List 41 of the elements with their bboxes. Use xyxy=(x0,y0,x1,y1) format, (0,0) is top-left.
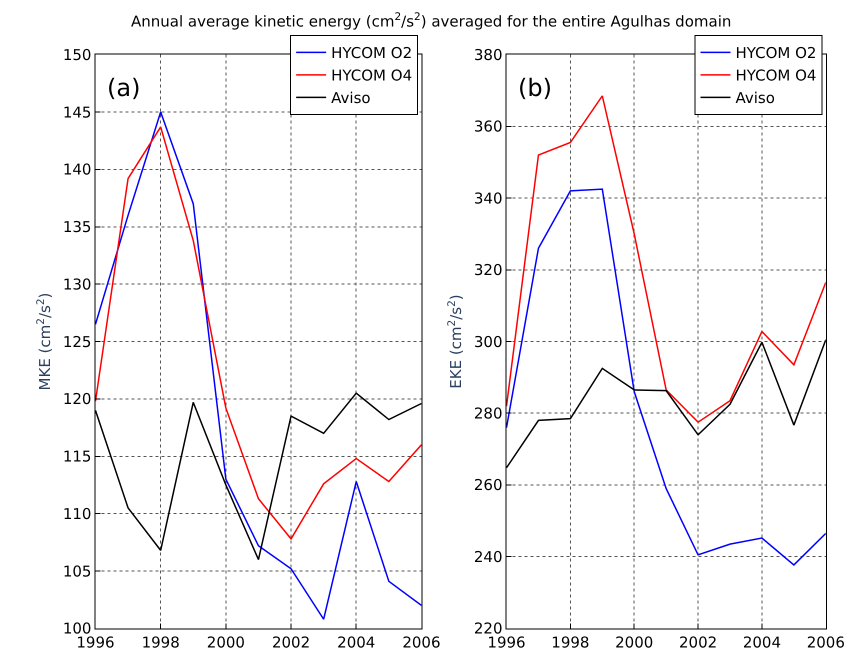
y-tick-label: 120 xyxy=(62,390,92,408)
annotation: (b) xyxy=(518,74,552,102)
y-tick-label: 140 xyxy=(62,160,92,179)
annotation: (a) xyxy=(107,74,140,102)
legend-label: HYCOM O4 xyxy=(735,66,816,85)
y-tick-label: 130 xyxy=(62,275,92,294)
legend-label: Aviso xyxy=(735,89,775,108)
legend-label: HYCOM O4 xyxy=(331,66,412,85)
y-tick-label: 115 xyxy=(62,448,92,466)
line-series xyxy=(95,126,422,540)
y-tick-label: 260 xyxy=(474,476,503,494)
y-tick-label: 145 xyxy=(62,103,92,122)
x-tick-label: 2004 xyxy=(337,633,376,652)
line-series xyxy=(95,111,422,620)
x-tick-label: 2002 xyxy=(272,633,310,652)
x-tick-label: 2004 xyxy=(742,633,782,652)
y-tick-label: 110 xyxy=(62,504,92,523)
chart-title: Annual average kinetic energy (cm$^{2}$/s$^{2}$) averaged for the entire Agulhas domain xyxy=(131,11,732,30)
x-tick-label: 2006 xyxy=(806,633,845,652)
y-tick-label: 320 xyxy=(474,261,503,280)
legend-label: HYCOM O2 xyxy=(735,44,816,62)
y-tick-label: 340 xyxy=(474,189,503,208)
y-tick-label: 105 xyxy=(62,562,92,580)
x-tick-label: 2000 xyxy=(206,633,245,652)
x-tick-label: 1998 xyxy=(142,633,180,652)
line-series xyxy=(506,188,826,566)
legend-label: HYCOM O2 xyxy=(331,44,412,62)
x-tick-label: 2000 xyxy=(615,633,654,652)
y-tick-label: 125 xyxy=(62,332,92,351)
x-tick-label: 2002 xyxy=(678,633,718,652)
y-tick-label: 135 xyxy=(62,218,92,236)
x-tick-label: 2006 xyxy=(402,633,441,652)
y-tick-label: 360 xyxy=(474,118,503,136)
x-tick-label: 1998 xyxy=(551,633,590,652)
y-tick-label: 380 xyxy=(474,46,503,64)
y-tick-label: 300 xyxy=(474,332,503,351)
y-tick-label: 240 xyxy=(474,548,503,566)
legend-label: Aviso xyxy=(331,89,371,108)
x-tick-label: 1996 xyxy=(487,633,526,652)
y-tick-label: 150 xyxy=(62,46,92,64)
y-tick-label: 280 xyxy=(474,404,503,422)
